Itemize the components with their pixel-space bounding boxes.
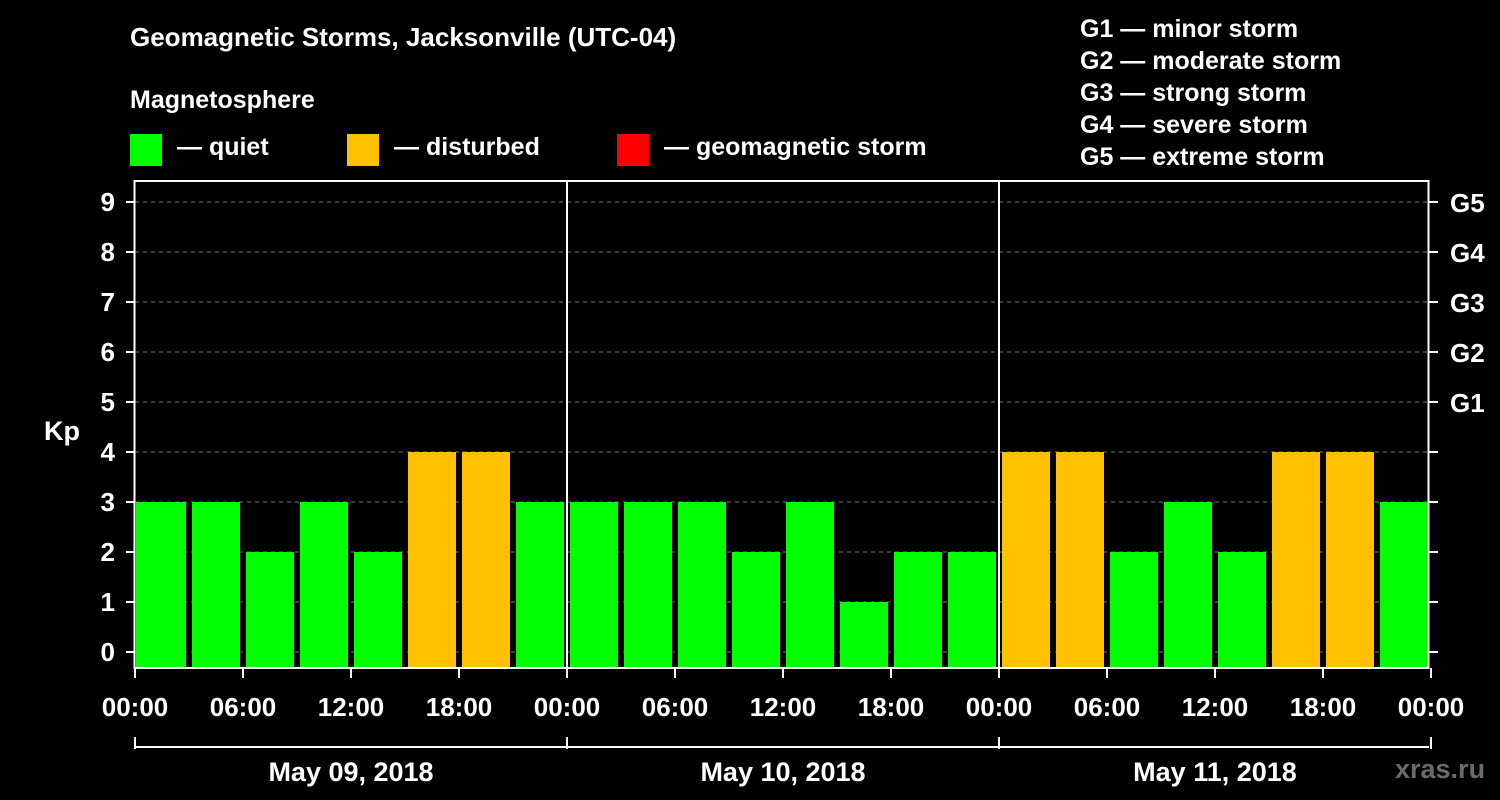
g1-description: G1 — minor storm [1080, 15, 1299, 43]
x-tick-label: 12:00 [318, 692, 385, 722]
kp-bar [462, 452, 510, 668]
x-tick-label: 18:00 [426, 692, 493, 722]
y-tick-label: 1 [101, 587, 115, 617]
x-tick-label: 06:00 [642, 692, 709, 722]
quiet-swatch [130, 134, 162, 166]
g4-description: G4 — severe storm [1080, 111, 1308, 139]
kp-bar [516, 502, 564, 668]
x-tick-label: 06:00 [210, 692, 277, 722]
y-tick-label: 7 [101, 287, 115, 317]
legend-subtitle: Magnetosphere [130, 86, 315, 114]
day-label: May 11, 2018 [1133, 757, 1297, 787]
kp-bar [840, 602, 888, 668]
y-tick-label: 2 [101, 537, 115, 567]
kp-bar [786, 502, 834, 668]
kp-bar [1164, 502, 1212, 668]
y-axis-label: Kp [44, 416, 80, 446]
kp-bar [678, 502, 726, 668]
x-tick-label: 00:00 [534, 692, 601, 722]
day-label: May 10, 2018 [700, 757, 865, 787]
g-level-label: G2 [1450, 338, 1485, 368]
x-tick-label: 00:00 [966, 692, 1033, 722]
g-level-label: G1 [1450, 388, 1485, 418]
x-tick-label: 12:00 [750, 692, 817, 722]
plot-frame [133, 180, 1430, 669]
kp-bar [1326, 452, 1374, 668]
kp-bar [948, 552, 996, 668]
disturbed-swatch [347, 134, 379, 166]
kp-bar [354, 552, 402, 668]
kp-bar [246, 552, 294, 668]
kp-bar [300, 502, 348, 668]
kp-bar [1272, 452, 1320, 668]
x-tick-label: 12:00 [1182, 692, 1249, 722]
g3-description: G3 — strong storm [1080, 79, 1307, 107]
kp-bar [570, 502, 618, 668]
kp-bar [1218, 552, 1266, 668]
y-tick-label: 9 [101, 187, 115, 217]
y-tick-label: 0 [101, 637, 115, 667]
kp-bar [894, 552, 942, 668]
legend-label-storm: — geomagnetic storm [664, 133, 927, 161]
x-tick-label: 06:00 [1074, 692, 1141, 722]
legend-label-quiet: — quiet [177, 133, 269, 161]
y-tick-label: 3 [101, 487, 115, 517]
kp-bar [192, 502, 240, 668]
kp-bar [1380, 502, 1428, 668]
y-tick-label: 4 [101, 437, 116, 467]
g-level-label: G5 [1450, 188, 1485, 218]
g-level-label: G3 [1450, 288, 1485, 318]
legend-label-disturbed: — disturbed [394, 133, 540, 161]
y-tick-label: 5 [101, 387, 115, 417]
kp-bar [1056, 452, 1104, 668]
kp-bar [1110, 552, 1158, 668]
storm-swatch [617, 134, 649, 166]
chart-title: Geomagnetic Storms, Jacksonville (UTC-04… [130, 22, 677, 52]
g2-description: G2 — moderate storm [1080, 47, 1342, 75]
y-tick-label: 6 [101, 337, 115, 367]
kp-bar [732, 552, 780, 668]
x-tick-label: 00:00 [1398, 692, 1465, 722]
day-label: May 09, 2018 [268, 757, 433, 787]
x-tick-label: 18:00 [858, 692, 925, 722]
kp-bar [408, 452, 456, 668]
g-level-label: G4 [1450, 238, 1485, 268]
kp-bar [136, 502, 186, 668]
y-tick-label: 8 [101, 237, 115, 267]
x-tick-label: 18:00 [1290, 692, 1357, 722]
kp-bar [1002, 452, 1050, 668]
watermark: xras.ru [1395, 754, 1486, 784]
x-tick-label: 00:00 [102, 692, 169, 722]
g5-description: G5 — extreme storm [1080, 143, 1325, 171]
kp-bar [624, 502, 672, 668]
